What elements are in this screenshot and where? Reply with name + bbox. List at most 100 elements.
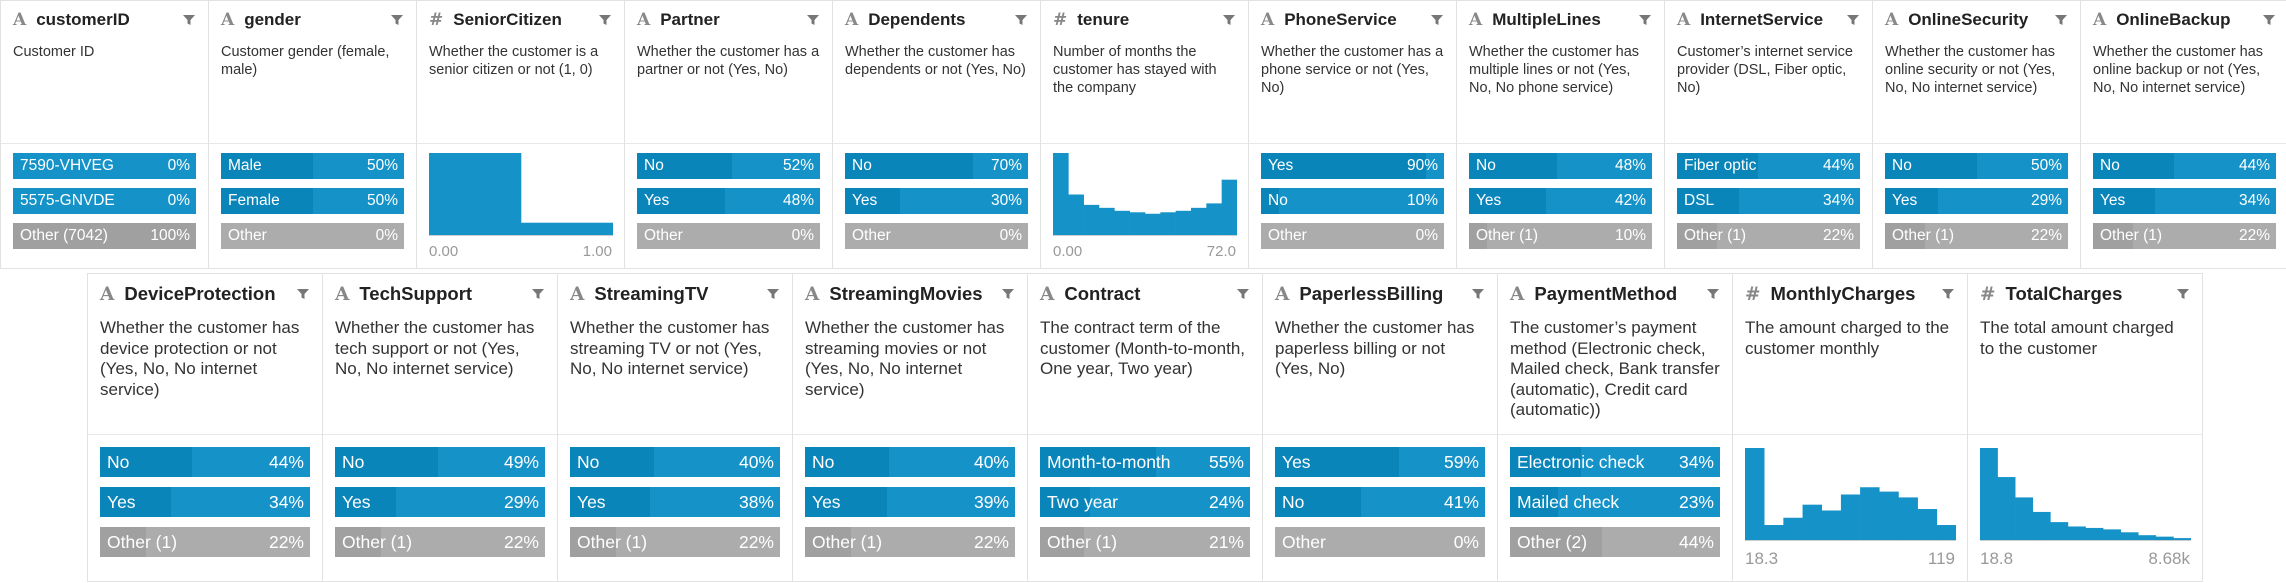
category-label: No (107, 451, 130, 472)
filter-icon[interactable] (1638, 13, 1652, 27)
category-fill (1261, 153, 1426, 179)
category-bar: Other (1) 22% (1885, 223, 2068, 249)
filter-icon[interactable] (1001, 287, 1015, 301)
category-percent: 22% (2238, 227, 2270, 244)
column-card: # tenure Number of months the customer has… (1041, 1, 1249, 268)
category-bar: Electronic check 34% (1510, 447, 1720, 477)
column-card: A OnlineSecurity Whether the customer has … (1873, 1, 2081, 268)
category-percent: 39% (973, 491, 1009, 512)
filter-icon[interactable] (1430, 13, 1444, 27)
category-percent: 55% (1208, 451, 1244, 472)
filter-icon[interactable] (390, 13, 404, 27)
filter-icon[interactable] (2054, 13, 2068, 27)
category-label: Other (1) (1047, 531, 1118, 552)
category-percent: 34% (2238, 192, 2270, 209)
column-description: Whether the customer has device protecti… (100, 318, 300, 399)
filter-icon[interactable] (2176, 287, 2190, 301)
category-bar: Other (2) 44% (1510, 527, 1720, 557)
category-percent: 22% (738, 531, 774, 552)
filter-icon[interactable] (1941, 287, 1955, 301)
category-label: No (1892, 157, 1912, 174)
category-label: Other (1) (812, 531, 883, 552)
histogram-bar (1145, 213, 1161, 236)
histogram (1745, 448, 1956, 541)
filter-icon[interactable] (1706, 287, 1720, 301)
category-bar: 7590-VHVEG 0% (13, 153, 196, 179)
column-name: MultipleLines (1492, 10, 1601, 29)
column-header: # SeniorCitizen (429, 9, 612, 31)
category-bar: Yes 30% (845, 188, 1028, 214)
column-header: A PaperlessBilling (1275, 282, 1485, 306)
category-fill (1510, 487, 1559, 517)
filter-icon[interactable] (296, 287, 310, 301)
category-label: Yes (2100, 192, 2126, 209)
category-fill (1040, 487, 1091, 517)
category-bar: No 70% (845, 153, 1028, 179)
separator (323, 434, 557, 435)
category-percent: 42% (1614, 192, 1646, 209)
category-label: No (1268, 192, 1288, 209)
category-bar: Other (1) 21% (1040, 527, 1250, 557)
histogram-min: 0.00 (429, 243, 459, 260)
category-percent: 10% (1406, 192, 1438, 209)
histogram-bar (1191, 207, 1207, 236)
filter-icon[interactable] (766, 287, 780, 301)
separator (1498, 434, 1732, 435)
column-row: A DeviceProtection Whether the customer ha… (87, 273, 2203, 582)
column-description: Customer’s internet service provider (DS… (1677, 44, 1853, 96)
filter-icon[interactable] (806, 13, 820, 27)
histogram-bar (1783, 517, 1803, 541)
category-bar: No 48% (1469, 153, 1652, 179)
filter-icon[interactable] (182, 13, 196, 27)
category-bar: No 40% (570, 447, 780, 477)
category-percent: 22% (268, 531, 304, 552)
category-bar: Yes 38% (570, 487, 780, 517)
column-description: Whether the customer has multiple lines … (1469, 44, 1640, 96)
filter-icon[interactable] (1222, 13, 1236, 27)
filter-icon[interactable] (1846, 13, 1860, 27)
histogram-bar (1860, 487, 1880, 541)
column-description: Customer gender (female, male) (221, 44, 390, 78)
filter-icon[interactable] (1471, 287, 1485, 301)
filter-icon[interactable] (598, 13, 612, 27)
category-label: Yes (1268, 157, 1294, 174)
category-label: Other (1) (342, 531, 413, 552)
histogram-bar (1221, 179, 1237, 236)
separator (417, 143, 624, 144)
category-bar: 5575-GNVDE 0% (13, 188, 196, 214)
category-bar: No 49% (335, 447, 545, 477)
separator (209, 143, 416, 144)
histogram-bar (1917, 509, 1938, 541)
column-name: TechSupport (359, 283, 473, 304)
category-percent: 0% (1415, 227, 1438, 244)
column-name: customerID (36, 10, 130, 29)
filter-icon[interactable] (531, 287, 545, 301)
separator (1968, 434, 2202, 435)
category-fill (1275, 487, 1362, 517)
category-label: Month-to-month (1047, 451, 1171, 472)
category-label: 7590-VHVEG (20, 157, 114, 174)
column-card: A DeviceProtection Whether the customer ha… (88, 274, 323, 581)
filter-icon[interactable] (1014, 13, 1028, 27)
category-fill (570, 527, 617, 557)
histogram-bar (1802, 504, 1823, 541)
category-fill (2093, 153, 2174, 179)
column-description: Number of months the customer has stayed… (1053, 44, 1217, 96)
column-header: # tenure (1053, 9, 1236, 31)
category-fill (100, 447, 193, 477)
category-fill (637, 188, 725, 214)
category-bar: Yes 34% (2093, 188, 2276, 214)
category-percent: 40% (738, 451, 774, 472)
category-fill (1275, 447, 1399, 477)
filter-icon[interactable] (1236, 287, 1250, 301)
histogram-min: 0.00 (1053, 243, 1083, 260)
histogram-bar (1160, 212, 1176, 236)
histogram-max: 8.68k (2148, 549, 2190, 568)
category-fill (2093, 223, 2134, 249)
histogram-bar (2120, 532, 2139, 541)
filter-icon[interactable] (2262, 13, 2276, 27)
histogram-bar (2015, 497, 2034, 541)
category-percent: 29% (503, 491, 539, 512)
